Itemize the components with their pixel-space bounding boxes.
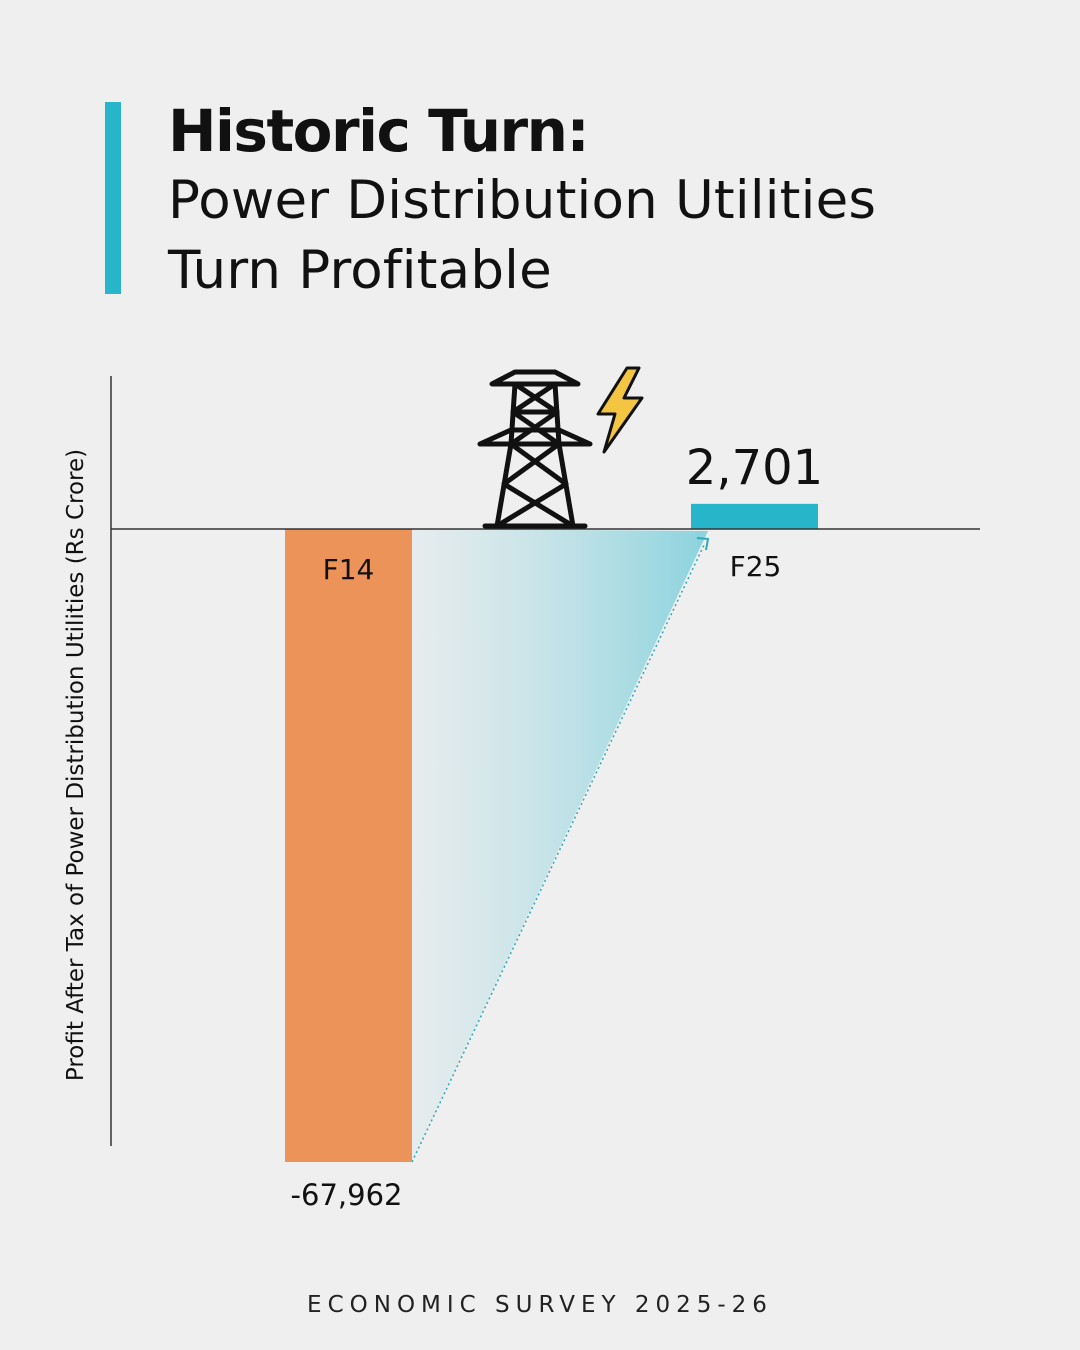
page-subtitle: Power Distribution Utilities Turn Profit…	[168, 166, 876, 306]
title-accent-bar	[105, 102, 121, 294]
turnaround-line	[411, 542, 706, 1163]
bar-f14	[285, 529, 412, 1162]
value-label: -67,962	[291, 1178, 403, 1212]
bars: F14 -67,962 F25 2,701	[285, 440, 823, 1212]
category-label: F14	[323, 553, 375, 586]
turnaround-arrowhead	[696, 537, 710, 551]
lightning-bolt-icon	[596, 366, 644, 454]
turnaround-arrow	[411, 529, 710, 1163]
category-label: F25	[730, 550, 782, 583]
source-footer: ECONOMIC SURVEY 2025-26	[307, 1292, 773, 1318]
y-axis-label: Profit After Tax of Power Distribution U…	[63, 449, 89, 1081]
subtitle-line-2: Turn Profitable	[168, 240, 552, 301]
value-label: 2,701	[686, 440, 823, 496]
turnaround-gradient	[412, 529, 708, 1162]
power-tower-icon	[477, 369, 593, 529]
bar-f25	[691, 503, 818, 529]
page-title: Historic Turn:	[168, 97, 590, 165]
subtitle-line-1: Power Distribution Utilities	[168, 170, 877, 231]
